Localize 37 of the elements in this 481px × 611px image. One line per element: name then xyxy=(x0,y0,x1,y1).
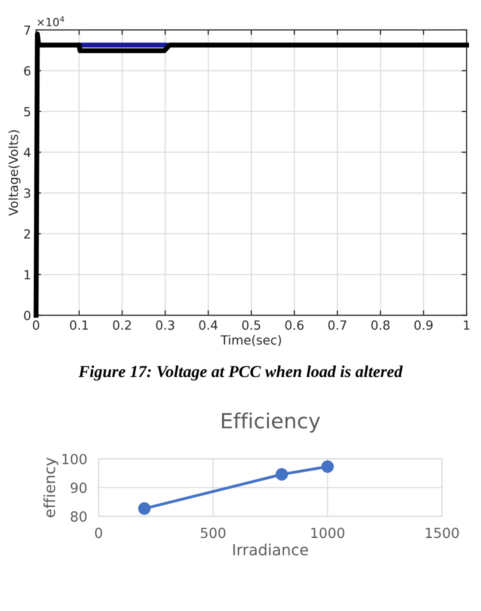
text: ×10$^{4}$ xyxy=(38,16,64,26)
x-tick-label: 0 xyxy=(32,320,40,330)
x-tick-label: 500 xyxy=(200,528,226,538)
x-tick-label: 0.8 xyxy=(371,320,390,330)
y-axis-title: Voltage(Volts) xyxy=(8,130,20,216)
point xyxy=(321,460,334,473)
y-tick-label: 3 xyxy=(24,188,30,198)
x-tick-label: 1000 xyxy=(311,528,344,538)
x-tick-label: 0.4 xyxy=(199,320,218,330)
y-tick-label: 7 xyxy=(24,26,30,35)
y-tick-label: 90 xyxy=(70,482,87,494)
x-tick-label: 0 xyxy=(95,528,102,538)
x-tick-label: 0.2 xyxy=(113,320,131,330)
x-axis-title: Irradiance xyxy=(233,544,308,556)
x-tick-label: 0.6 xyxy=(285,320,304,330)
y-axis-title: effiency xyxy=(43,458,58,518)
x-tick-label: 1 xyxy=(464,320,470,330)
x-tick-label: 0.7 xyxy=(328,320,346,330)
y-tick-label: 4 xyxy=(24,148,31,157)
y-tick-label: 6 xyxy=(24,66,30,76)
point xyxy=(138,502,151,515)
y-tick-label: 80 xyxy=(70,511,87,522)
x-tick-label: 1500 xyxy=(426,528,459,538)
y-tick-label: 0 xyxy=(24,310,30,320)
x-axis-title: Time(sec) xyxy=(220,335,281,346)
y-tick-label: 5 xyxy=(24,107,30,116)
x-tick-label: 0.3 xyxy=(156,320,174,330)
x-tick-label: 0.5 xyxy=(242,320,260,330)
y-tick-label: 2 xyxy=(24,229,30,238)
y-tick-label: 1 xyxy=(24,270,30,280)
line-series xyxy=(34,32,469,318)
x-tick-label: 0.9 xyxy=(414,320,433,330)
x-tick-label: 0.1 xyxy=(70,320,88,330)
caption: Figure 17: Voltage at PCC when load is altered xyxy=(78,365,403,381)
point xyxy=(276,468,288,481)
chart-title: Efficiency xyxy=(222,412,320,433)
y-tick-label: 100 xyxy=(62,454,87,464)
